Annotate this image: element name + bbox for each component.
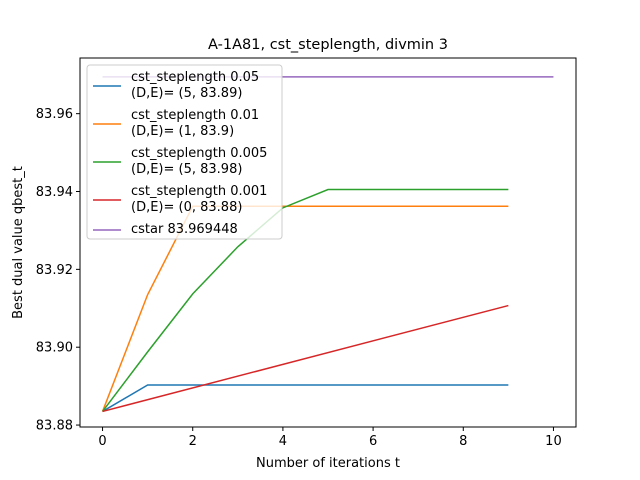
series-line-4 <box>102 304 509 413</box>
series-line-1 <box>102 384 509 413</box>
legend-label-4: cst_steplength 0.001 (D,E)= (0, 83.88) <box>131 184 267 215</box>
chart-title: A-1A81, cst_steplength, divmin 3 <box>208 37 448 53</box>
x-tick-label: 4 <box>279 434 287 449</box>
x-axis-label: Number of iterations t <box>256 456 400 471</box>
x-tick-label: 10 <box>545 434 562 449</box>
x-tick-label: 0 <box>98 434 106 449</box>
series-layer <box>101 76 554 413</box>
x-tick-label: 6 <box>369 434 377 449</box>
legend-label-1: cst_steplength 0.05 (D,E)= (5, 83.89) <box>131 70 259 101</box>
legend: cst_steplength 0.05 (D,E)= (5, 83.89) cst_… <box>86 64 283 240</box>
y-tick-label: 83.94 <box>36 185 73 200</box>
legend-box <box>86 64 283 240</box>
y-tick-label: 83.92 <box>36 263 73 278</box>
x-axis-ticks: 0 2 4 6 8 10 <box>98 427 562 449</box>
y-tick-label: 83.96 <box>36 107 73 122</box>
legend-label-2: cst_steplength 0.01 (D,E)= (1, 83.9) <box>131 108 259 139</box>
legend-label-5: cstar 83.969448 <box>131 222 238 237</box>
x-tick-label: 8 <box>459 434 467 449</box>
y-tick-label: 83.90 <box>36 341 73 356</box>
y-axis-ticks: 83.88 83.90 83.92 83.94 83.96 <box>36 107 80 434</box>
y-axis-label: Best dual value qbest_t <box>11 166 26 319</box>
plot-frame <box>79 57 577 428</box>
series-line-2 <box>101 205 509 412</box>
y-tick-label: 83.88 <box>36 419 73 434</box>
x-tick-label: 2 <box>189 434 197 449</box>
series-line-3 <box>101 188 509 412</box>
legend-label-3: cst_steplength 0.005 (D,E)= (5, 83.98) <box>131 146 267 177</box>
